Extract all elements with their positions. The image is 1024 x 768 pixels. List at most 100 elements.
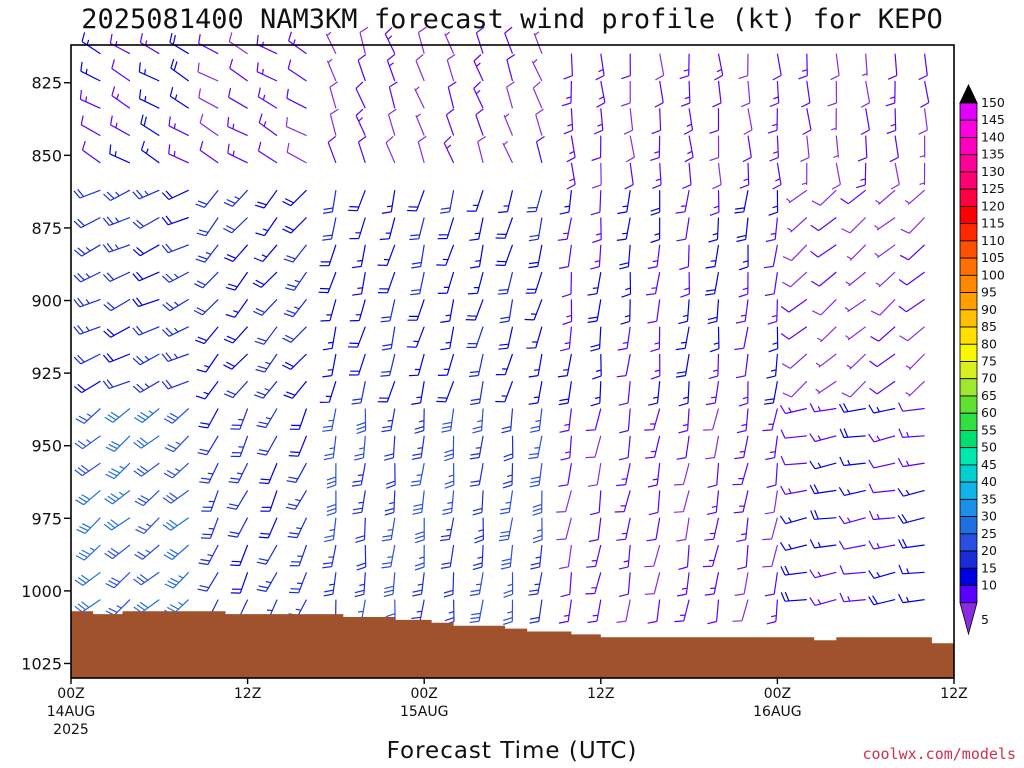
wind-barb xyxy=(529,599,543,624)
colorbar-cell xyxy=(959,188,978,207)
wind-barb xyxy=(786,189,808,204)
wind-barb xyxy=(440,190,455,214)
wind-barb xyxy=(322,326,337,351)
wind-barb xyxy=(258,517,278,539)
wind-barb xyxy=(678,381,690,407)
wind-barb xyxy=(322,353,337,378)
wind-barb xyxy=(406,326,425,348)
wind-barb xyxy=(442,490,455,516)
colorbar-cell xyxy=(959,395,978,414)
wind-barb xyxy=(201,490,219,512)
wind-barb xyxy=(763,381,778,405)
wind-barb xyxy=(470,381,484,406)
wind-barb xyxy=(529,463,543,488)
wind-barb xyxy=(223,189,249,207)
colorbar-cell xyxy=(959,498,978,518)
x-tick-label: 15AUG xyxy=(400,704,449,720)
wind-barb xyxy=(809,597,837,606)
wind-barb xyxy=(352,490,366,515)
wind-barb xyxy=(75,408,101,424)
wind-barb xyxy=(477,135,487,164)
wind-barb xyxy=(474,517,484,544)
wind-barb xyxy=(286,462,308,483)
x-tick-label: 12Z xyxy=(234,686,261,702)
wind-barb xyxy=(73,216,101,229)
wind-barb xyxy=(898,593,925,604)
wind-barb xyxy=(161,189,189,201)
wind-barb xyxy=(772,162,782,190)
wind-barb xyxy=(104,489,131,505)
wind-barb xyxy=(712,162,722,190)
credit-link[interactable]: coolwx.com/models xyxy=(862,745,1016,763)
wind-barb xyxy=(470,244,484,269)
wind-barb xyxy=(74,599,101,613)
wind-barb xyxy=(282,217,307,234)
wind-barb xyxy=(284,271,307,291)
y-tick-label: 950 xyxy=(31,437,62,456)
wind-barb xyxy=(810,217,837,232)
wind-barb xyxy=(624,162,634,190)
wind-barb xyxy=(198,34,219,55)
colorbar-cell xyxy=(959,481,978,500)
wind-barb xyxy=(562,299,573,326)
wind-barb xyxy=(322,217,337,241)
wind-barb xyxy=(702,544,720,568)
wind-barb xyxy=(767,108,778,134)
wind-barb xyxy=(644,544,661,568)
wind-barb xyxy=(133,408,160,424)
wind-barb xyxy=(810,244,837,258)
wind-barb xyxy=(919,162,926,185)
wind-barb xyxy=(809,403,837,413)
wind-barb xyxy=(132,189,160,200)
wind-barb xyxy=(289,572,308,594)
wind-barb xyxy=(356,544,367,571)
wind-barb xyxy=(875,271,896,288)
wind-barb xyxy=(196,217,219,237)
wind-barb xyxy=(739,162,750,189)
wind-barb xyxy=(288,435,308,457)
colorbar-cell xyxy=(959,102,978,121)
wind-barb xyxy=(348,353,366,376)
wind-barb xyxy=(869,380,896,395)
wind-barb xyxy=(868,404,896,414)
wind-barb xyxy=(325,31,337,54)
wind-barb xyxy=(230,435,249,458)
wind-barb xyxy=(388,81,398,109)
wind-barb xyxy=(109,144,131,164)
wind-barb xyxy=(469,462,484,487)
wind-barb xyxy=(256,408,278,429)
wind-barb xyxy=(846,353,867,370)
colorbar-max-arrow xyxy=(959,83,978,104)
wind-barb xyxy=(590,244,602,270)
wind-barb xyxy=(164,571,190,589)
wind-barb xyxy=(351,381,366,405)
colorbar-label: 150 xyxy=(981,95,1005,110)
wind-barb xyxy=(809,539,837,549)
x-axis-label: Forecast Time (UTC) xyxy=(387,738,638,764)
wind-barb xyxy=(593,108,604,135)
y-tick-label: 825 xyxy=(31,74,62,93)
wind-barb xyxy=(889,135,899,163)
wind-barb xyxy=(618,572,631,597)
wind-barb xyxy=(845,271,867,287)
wind-barb xyxy=(139,33,160,55)
wind-barb xyxy=(779,405,807,415)
wind-barb xyxy=(535,135,545,164)
wind-barb xyxy=(230,544,249,567)
wind-barb xyxy=(347,189,366,212)
wind-barb xyxy=(809,460,837,470)
x-tick-label: 14AUG xyxy=(47,704,96,720)
wind-barb xyxy=(587,599,602,624)
colorbar-cell xyxy=(959,119,978,138)
wind-barb xyxy=(585,408,602,432)
wind-barb xyxy=(351,462,366,487)
wind-barb xyxy=(224,244,249,262)
wind-barb xyxy=(591,135,602,162)
colorbar-label: 70 xyxy=(981,371,997,386)
wind-barb xyxy=(415,517,425,544)
wind-barb xyxy=(707,599,720,625)
wind-barb xyxy=(357,135,367,164)
wind-barb xyxy=(497,271,514,295)
wind-barb xyxy=(616,517,631,541)
wind-barb xyxy=(905,353,926,371)
